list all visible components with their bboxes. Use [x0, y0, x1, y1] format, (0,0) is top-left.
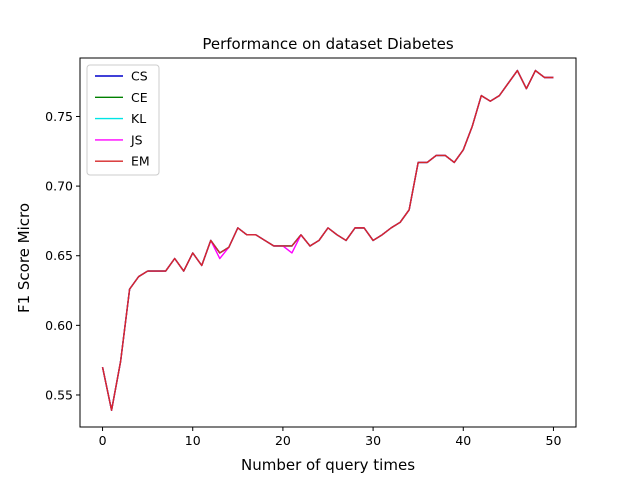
x-tick-label: 50: [546, 433, 562, 448]
y-tick-label: 0.75: [45, 109, 73, 124]
plot-frame: [79, 57, 577, 428]
y-tick-label: 0.60: [45, 318, 73, 333]
axes-layer: 0 10 20 30 40 50 0.55 0.60 0.65 0.70 0.75: [45, 57, 577, 448]
series-line-em: [101, 69, 554, 411]
x-tick-label: 10: [185, 433, 201, 448]
legend-label-em: EM: [131, 154, 150, 169]
x-tick-label: 20: [275, 433, 291, 448]
legend-label-js: JS: [130, 132, 143, 147]
x-tick-label: 30: [365, 433, 381, 448]
legend: CS CE KL JS EM: [86, 64, 160, 176]
y-tick-label: 0.70: [45, 179, 73, 194]
y-tick-label: 0.65: [45, 248, 73, 263]
legend-label-ce: CE: [131, 90, 148, 105]
y-tick-label: 0.55: [45, 387, 73, 402]
y-axis-label: F1 Score Micro: [15, 203, 33, 313]
legend-box: [86, 64, 160, 176]
chart-title: Performance on dataset Diabetes: [202, 35, 454, 53]
legend-label-cs: CS: [131, 69, 148, 84]
x-tick-label: 40: [455, 433, 471, 448]
series-layer: [101, 69, 554, 411]
legend-label-kl: KL: [131, 111, 146, 126]
x-axis-label: Number of query times: [241, 456, 415, 474]
x-tick-label: 0: [99, 433, 107, 448]
